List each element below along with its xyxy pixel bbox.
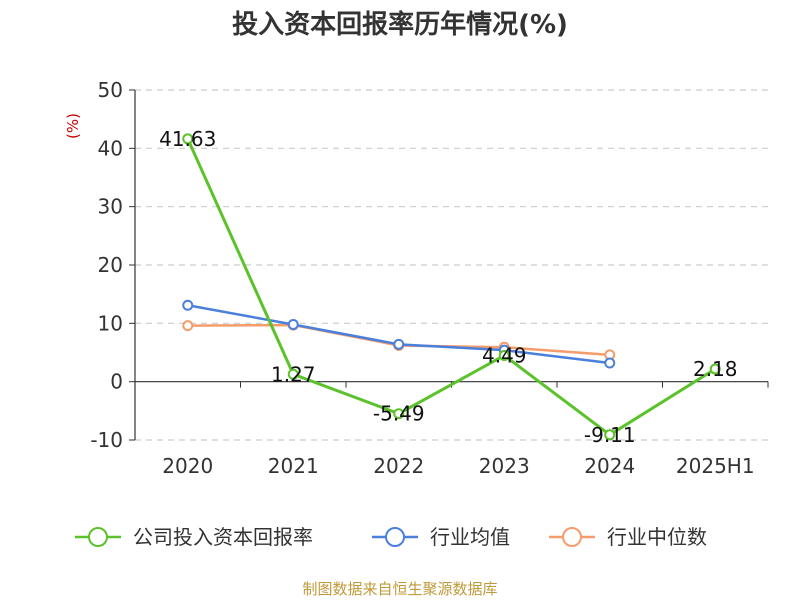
series-line bbox=[186, 138, 717, 437]
chart-title: 投入资本回报率历年情况(%) bbox=[232, 9, 568, 40]
data-point[interactable] bbox=[182, 320, 194, 332]
series-lines bbox=[182, 133, 721, 441]
data-point[interactable] bbox=[604, 429, 616, 441]
y-tick-label: 0 bbox=[110, 370, 123, 394]
data-point[interactable] bbox=[604, 357, 616, 369]
data-point[interactable] bbox=[393, 408, 405, 420]
legend-item[interactable]: 行业均值 bbox=[372, 525, 510, 549]
data-point[interactable] bbox=[182, 133, 194, 145]
data-point[interactable] bbox=[498, 349, 510, 361]
legend-label: 公司投入资本回报率 bbox=[133, 525, 313, 549]
data-point[interactable] bbox=[393, 338, 405, 350]
y-axis-unit: (%) bbox=[64, 113, 82, 139]
legend-item[interactable]: 行业中位数 bbox=[549, 525, 707, 549]
data-labels: 41.63 1.27 -5.49 4.49 -9.11 2.18 bbox=[159, 127, 737, 447]
data-point[interactable] bbox=[709, 363, 721, 375]
data-label: 4.49 bbox=[482, 343, 527, 367]
data-label: 2.18 bbox=[693, 357, 738, 381]
legend-item[interactable]: 公司投入资本回报率 bbox=[75, 525, 313, 549]
y-tick-label: 40 bbox=[98, 136, 123, 160]
axes: -10 0 10 20 30 40 50 2020 2021 2022 2023 2024 2025H1 bbox=[90, 78, 769, 478]
data-label: -5.49 bbox=[373, 402, 425, 426]
x-tick-label: 2020 bbox=[162, 454, 213, 478]
legend-marker bbox=[88, 527, 108, 547]
data-point[interactable] bbox=[287, 319, 299, 330]
y-tick-label: 50 bbox=[98, 78, 123, 102]
x-tick-label: 2023 bbox=[479, 454, 530, 478]
y-tick-label: 10 bbox=[98, 311, 123, 335]
data-label: 41.63 bbox=[159, 127, 216, 151]
y-tick-label: 30 bbox=[98, 195, 123, 219]
legend[interactable]: 公司投入资本回报率 行业均值 行业中位数 bbox=[75, 525, 707, 549]
data-label: 1.27 bbox=[271, 362, 316, 386]
legend-marker bbox=[385, 527, 405, 547]
data-point[interactable] bbox=[287, 368, 299, 380]
legend-marker bbox=[562, 527, 582, 547]
data-point[interactable] bbox=[182, 299, 194, 311]
y-tick-label: 20 bbox=[98, 253, 123, 277]
x-tick-label: 2025H1 bbox=[676, 454, 755, 478]
legend-label: 行业中位数 bbox=[607, 525, 707, 549]
series-line bbox=[187, 304, 610, 365]
x-tick-label: 2022 bbox=[373, 454, 424, 478]
data-label: -9.11 bbox=[584, 423, 636, 447]
source-note: 制图数据来自恒生聚源数据库 bbox=[302, 580, 497, 598]
x-tick-label: 2021 bbox=[268, 454, 319, 478]
y-tick-label: -10 bbox=[90, 428, 123, 452]
x-tick-label: 2024 bbox=[584, 454, 635, 478]
legend-label: 行业均值 bbox=[430, 525, 510, 549]
